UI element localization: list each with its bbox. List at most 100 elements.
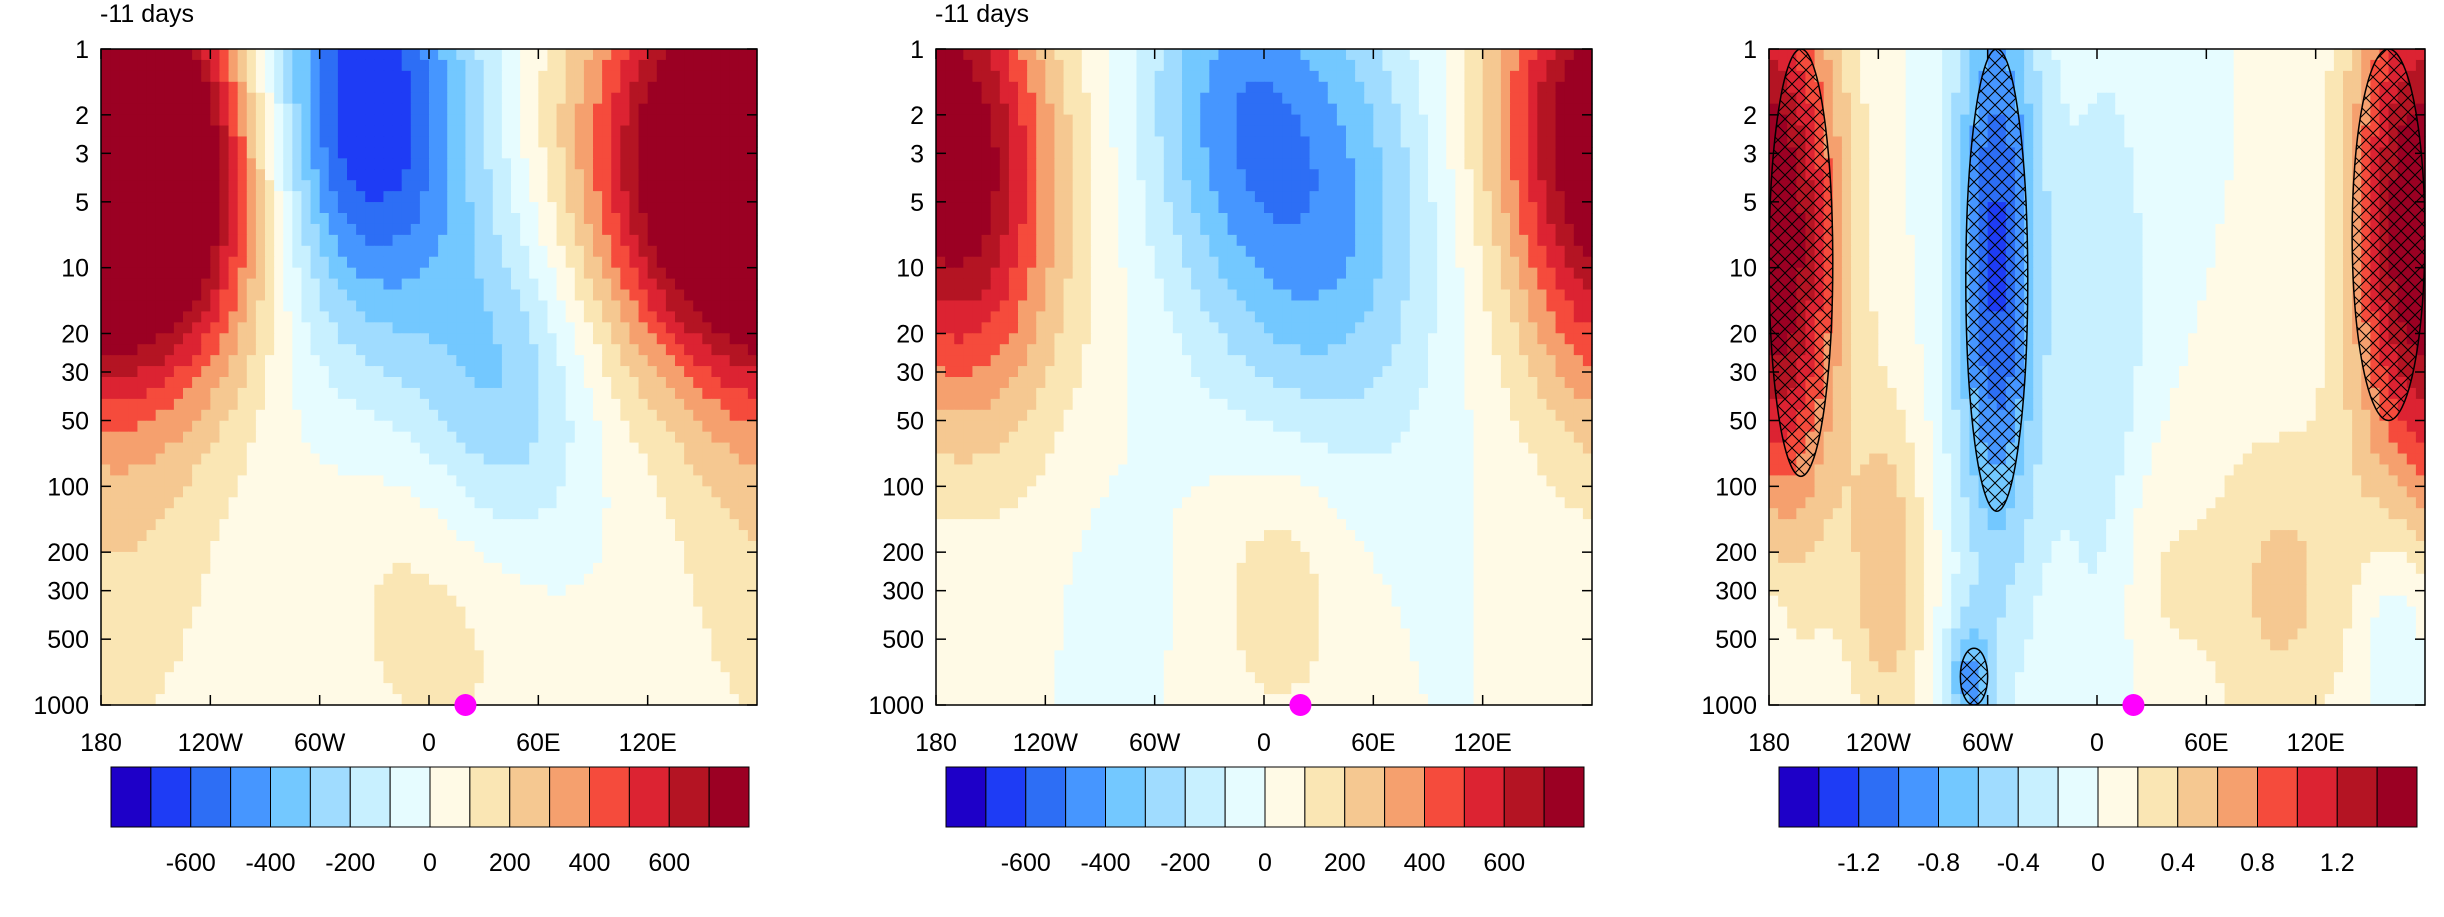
field-cell	[383, 508, 394, 520]
field-cell	[101, 551, 111, 564]
field-cell	[1191, 114, 1201, 127]
field-cell	[520, 617, 530, 630]
field-cell	[483, 551, 494, 564]
field-cell	[511, 672, 521, 684]
field-cell	[675, 431, 685, 444]
field-cell	[255, 158, 266, 170]
field-cell	[274, 562, 284, 575]
field-cell	[274, 223, 284, 236]
field-cell	[429, 387, 439, 400]
field-cell	[438, 464, 448, 476]
field-cell	[593, 267, 603, 280]
field-cell	[310, 431, 321, 444]
field-cell	[1382, 103, 1393, 116]
field-cell	[283, 530, 293, 542]
field-cell	[347, 213, 357, 225]
field-cell	[228, 333, 239, 345]
field-cell	[456, 223, 467, 236]
field-cell	[511, 256, 521, 269]
field-cell	[529, 114, 539, 127]
field-cell	[173, 245, 184, 258]
field-cell	[392, 344, 403, 356]
field-cell	[538, 409, 549, 422]
field-cell	[629, 606, 640, 619]
field-cell	[419, 278, 430, 291]
colorbar-swatch	[509, 766, 551, 828]
field-cell	[611, 475, 621, 487]
field-cell	[1400, 81, 1411, 94]
field-cell	[656, 551, 667, 564]
field-cell	[319, 606, 330, 619]
field-cell	[729, 398, 740, 411]
field-cell	[1528, 125, 1538, 138]
field-cell	[337, 169, 348, 181]
field-cell	[720, 223, 731, 236]
field-cell	[347, 377, 357, 389]
field-cell	[146, 650, 157, 662]
field-cell	[711, 49, 722, 61]
field-cell	[392, 420, 403, 433]
field-cell	[274, 650, 284, 662]
field-cell	[474, 683, 485, 695]
colorbar-swatch	[628, 766, 670, 828]
field-cell	[492, 475, 503, 487]
field-cell	[656, 683, 667, 695]
field-cell	[1145, 114, 1156, 127]
field-cell	[501, 497, 512, 509]
field-cell	[237, 661, 248, 673]
field-cell	[665, 486, 676, 498]
field-cell	[711, 103, 722, 116]
field-cell	[410, 409, 421, 422]
field-cell	[383, 300, 394, 312]
field-cell	[1109, 114, 1119, 127]
field-cell	[711, 573, 722, 586]
field-cell	[611, 70, 621, 83]
field-cell	[999, 136, 1010, 148]
field-cell	[593, 355, 603, 367]
field-cell	[328, 234, 339, 247]
field-cell	[110, 628, 120, 640]
field-cell	[219, 519, 230, 531]
field-cell	[492, 147, 503, 159]
field-cell	[702, 213, 713, 225]
field-cell	[155, 377, 166, 389]
field-cell	[556, 136, 567, 148]
field-cell	[310, 530, 321, 542]
field-cell	[265, 530, 275, 542]
field-cell	[255, 223, 266, 236]
field-cell	[429, 650, 439, 662]
field-cell	[602, 486, 612, 498]
field-cell	[319, 355, 330, 367]
field-cell	[1519, 125, 1529, 138]
field-cell	[283, 497, 293, 509]
field-cell	[419, 59, 430, 72]
field-cell	[1264, 59, 1274, 72]
field-cell	[702, 387, 713, 400]
field-cell	[265, 420, 275, 433]
field-cell	[374, 639, 385, 651]
field-cell	[219, 562, 230, 575]
field-cell	[410, 617, 421, 630]
field-cell	[720, 661, 731, 673]
field-cell	[547, 125, 558, 138]
field-cell	[711, 475, 722, 487]
field-cell	[602, 497, 612, 509]
field-cell	[1136, 92, 1147, 105]
field-cell	[383, 694, 394, 706]
field-cell	[374, 125, 385, 138]
field-cell	[702, 125, 713, 138]
field-cell	[410, 355, 421, 367]
field-cell	[547, 103, 558, 116]
field-cell	[356, 355, 366, 367]
field-cell	[647, 694, 658, 706]
field-cell	[511, 169, 521, 181]
field-cell	[319, 573, 330, 586]
field-cell	[246, 409, 257, 422]
field-cell	[383, 661, 394, 673]
field-cell	[702, 442, 713, 455]
field-cell	[101, 497, 111, 509]
field-cell	[565, 70, 576, 83]
field-cell	[201, 584, 211, 597]
field-cell	[511, 344, 521, 356]
field-cell	[274, 289, 284, 302]
